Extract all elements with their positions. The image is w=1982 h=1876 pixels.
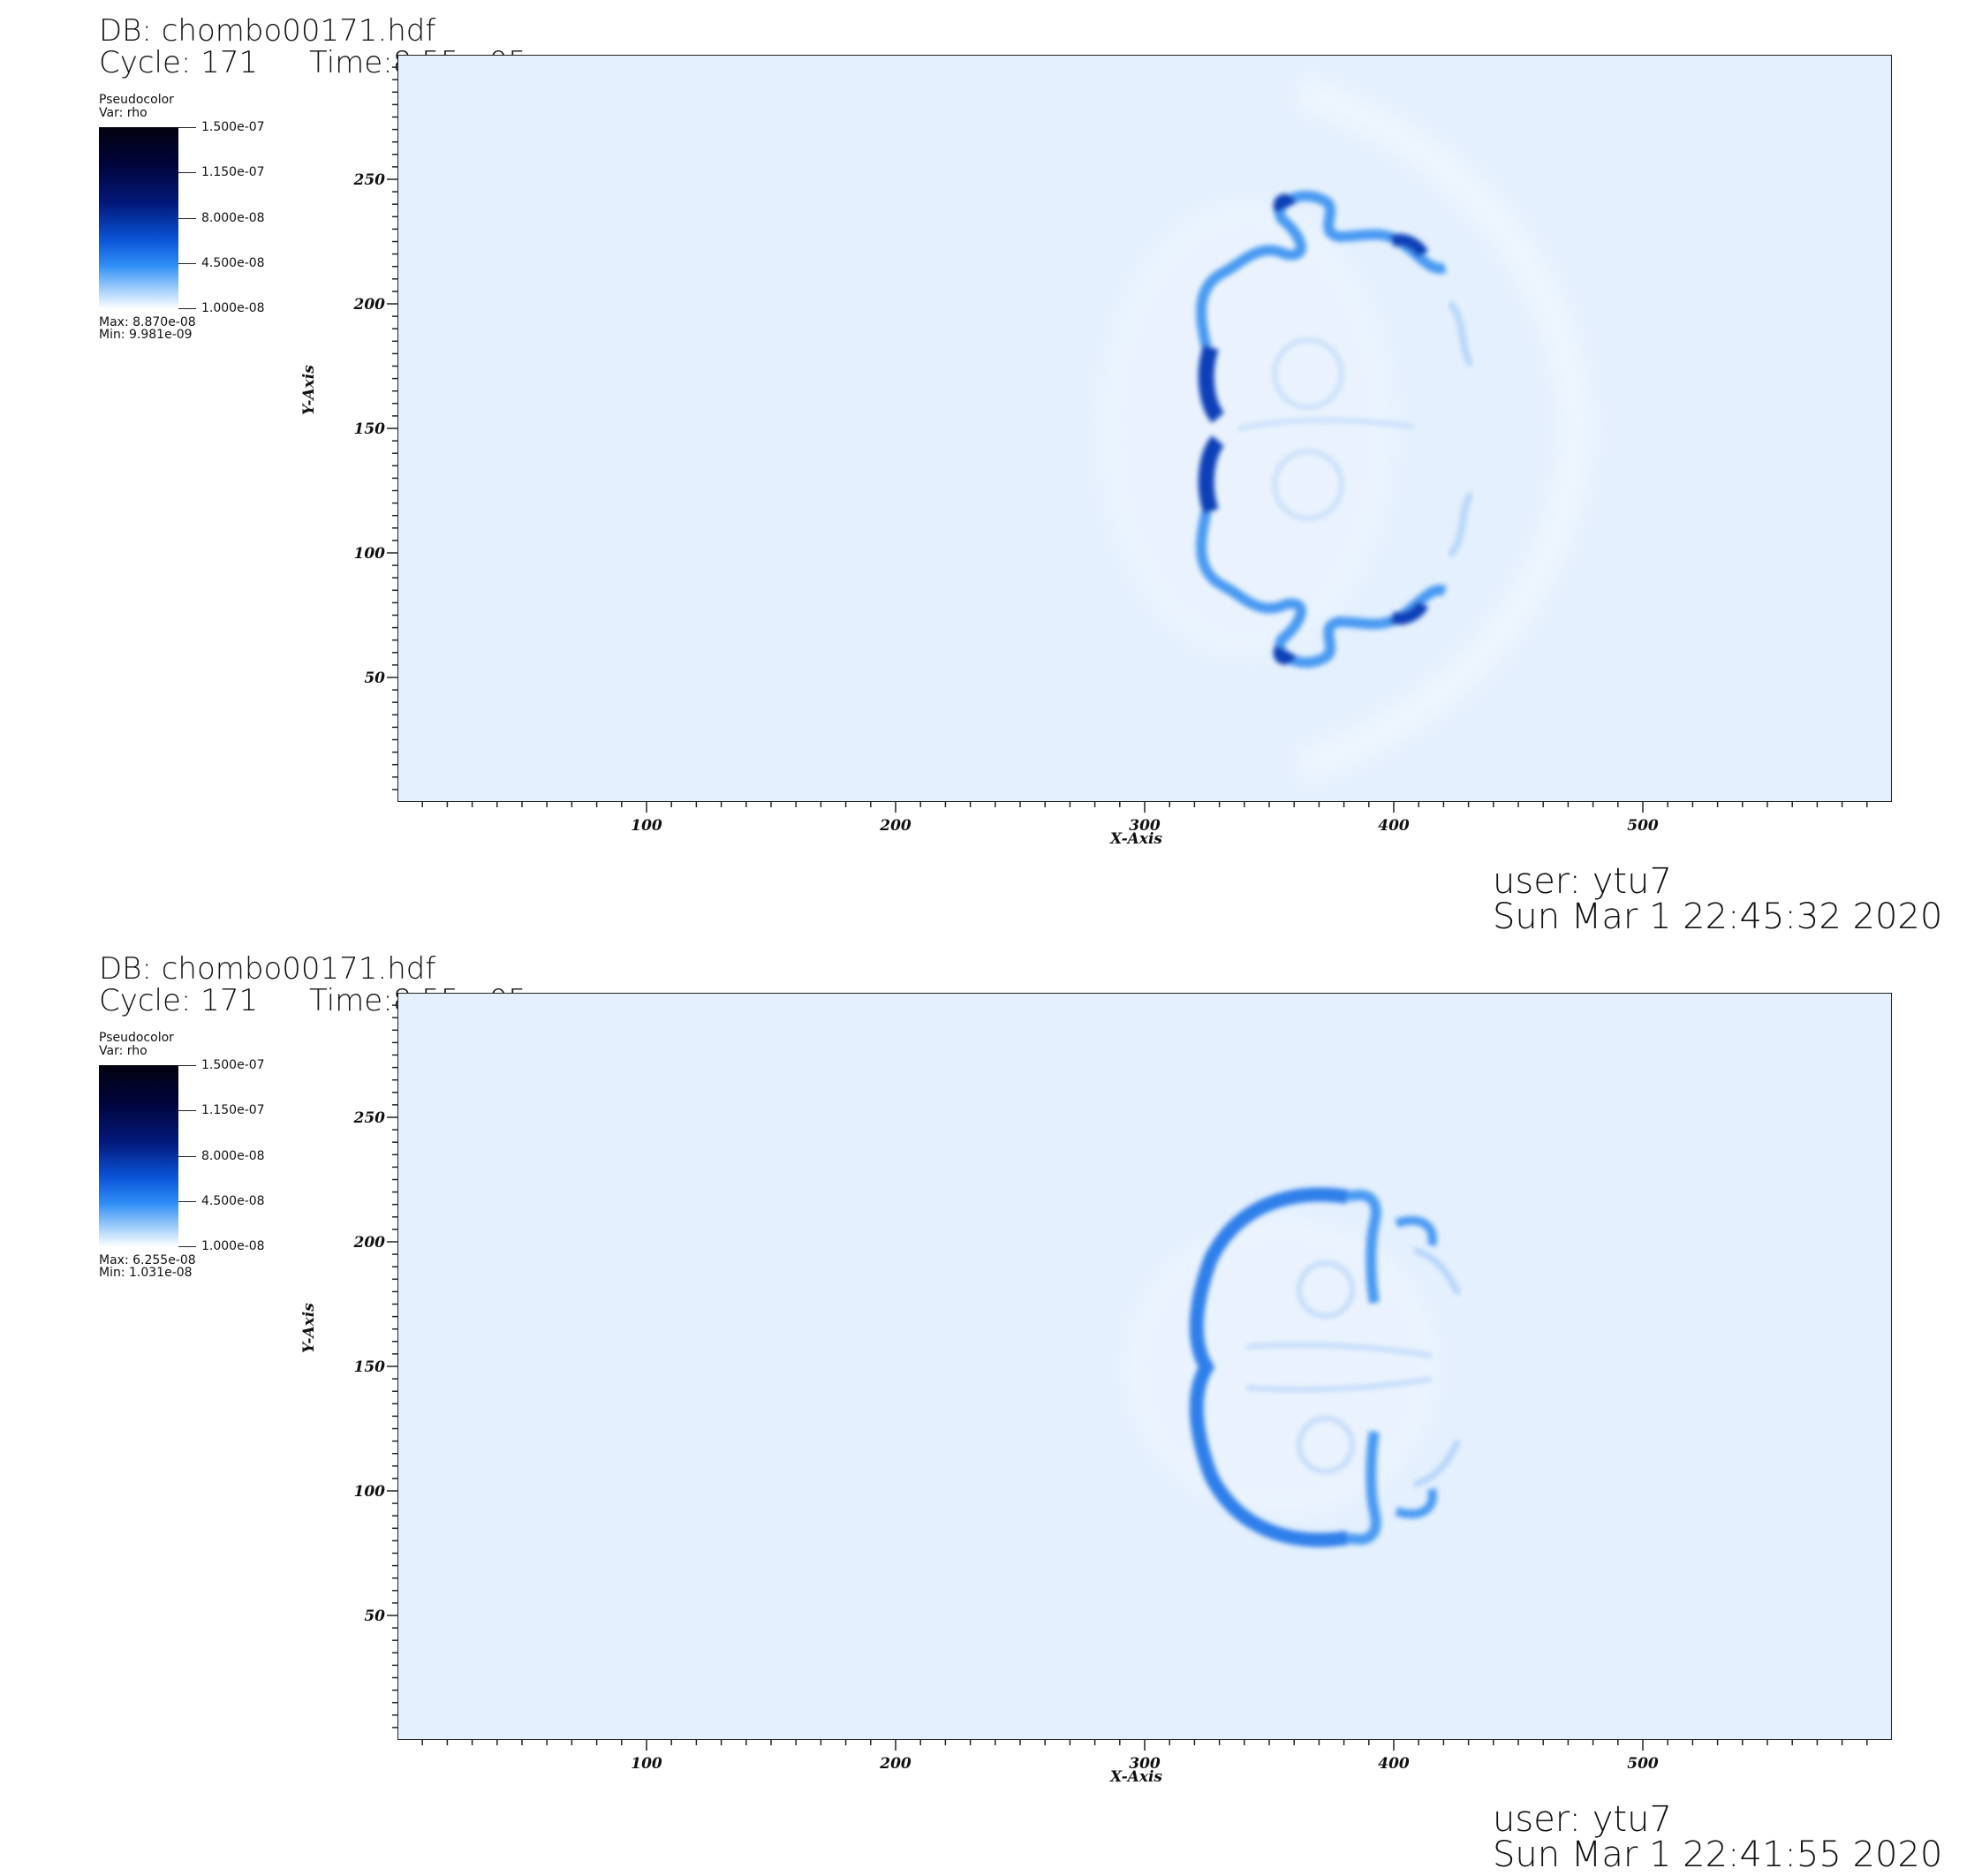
- colorbar-tick-label: 1.500e-07: [201, 1058, 265, 1072]
- legend-variable: Var: rho: [99, 106, 148, 120]
- y-tick-label: 150: [354, 1358, 386, 1376]
- y-tick-label: 100: [354, 545, 386, 563]
- x-tick-label: 400: [1378, 817, 1410, 835]
- upper-front: [1196, 190, 1447, 423]
- y-tick-label: 100: [354, 1483, 386, 1501]
- legend-min: Min: 9.981e-09: [99, 328, 193, 342]
- y-tick-label: 200: [353, 296, 386, 314]
- colorbar-tick: [178, 263, 196, 264]
- x-tick-label: 200: [879, 817, 912, 835]
- colorbar-tick-label: 8.000e-08: [201, 1149, 265, 1163]
- date-label: Sun Mar 1 22:45:32 2020: [1493, 896, 1943, 937]
- colorbar-tick-label: 1.000e-08: [201, 301, 265, 315]
- legend-variable: Var: rho: [99, 1044, 148, 1058]
- colorbar-tick-label: 4.500e-08: [201, 256, 265, 270]
- y-tick-label: 50: [364, 669, 385, 687]
- lower-front: [1196, 435, 1447, 669]
- colorbar-tick: [178, 172, 196, 173]
- y-tick-label: 200: [353, 1234, 386, 1252]
- visit-window-2: DB: chombo00171.hdf Cycle: 171 Time:8.55…: [0, 938, 1982, 1876]
- density-field: [1096, 75, 1594, 783]
- colorbar-tick-label: 1.500e-07: [201, 120, 265, 134]
- x-tick-label: 100: [631, 1755, 662, 1773]
- legend-plot-type: Pseudocolor: [99, 1031, 174, 1045]
- colorbar-tick-label: 4.500e-08: [201, 1194, 265, 1208]
- colorbar-tick: [178, 1246, 196, 1247]
- database-label: DB: chombo00171.hdf: [99, 951, 436, 987]
- colorbar-tick: [178, 127, 196, 128]
- colorbar-tick: [178, 1156, 196, 1157]
- y-tick-label: 250: [353, 1109, 386, 1127]
- colorbar-tick-label: 8.000e-08: [201, 211, 265, 225]
- x-tick-label: 100: [631, 817, 662, 835]
- x-axis-label: X-Axis: [1110, 830, 1162, 848]
- x-tick-label: 500: [1627, 817, 1659, 835]
- y-tick-label: 150: [354, 420, 386, 438]
- visit-window-1: DB: chombo00171.hdf Cycle: 171 Time:8.55…: [99, 13, 1943, 937]
- colorbar-tick-label: 1.000e-08: [201, 1239, 265, 1253]
- legend-plot-type: Pseudocolor: [99, 93, 174, 107]
- colorbar-tick-label: 1.150e-07: [201, 1103, 265, 1117]
- x-tick-label: 200: [879, 1755, 912, 1773]
- density-field: [1123, 1187, 1462, 1547]
- y-tick-label: 250: [353, 171, 386, 189]
- x-tick-label: 400: [1378, 1755, 1410, 1773]
- cycle-label: Cycle: 171: [99, 45, 259, 80]
- legend-max: Max: 8.870e-08: [99, 315, 196, 329]
- y-tick-label: 50: [364, 1607, 385, 1625]
- colorbar-tick: [178, 218, 196, 219]
- x-tick-label: 500: [1627, 1755, 1659, 1773]
- cycle-label: Cycle: 171: [99, 983, 259, 1018]
- user-label: user: ytu7: [1493, 1799, 1672, 1840]
- colorbar: [99, 127, 178, 309]
- database-label: DB: chombo00171.hdf: [99, 13, 436, 49]
- x-axis-label: X-Axis: [1110, 1768, 1162, 1786]
- vortex-rings: [1237, 337, 1415, 521]
- pseudocolor-legend: Pseudocolor Var: rho 1.500e-07 1.150e-07…: [99, 94, 293, 350]
- legend-min: Min: 1.031e-08: [99, 1266, 193, 1280]
- bow-front: [1189, 1187, 1437, 1547]
- trailing-fingers: [1412, 1246, 1462, 1488]
- trailing-fingers: [1446, 300, 1475, 558]
- colorbar-tick: [178, 1065, 196, 1066]
- colorbar-tick: [178, 1201, 196, 1202]
- user-label: user: ytu7: [1493, 861, 1672, 902]
- y-axis-label: Y-Axis: [300, 365, 318, 415]
- bow-shock: [1294, 75, 1594, 783]
- shocked-region: [1123, 1217, 1441, 1517]
- internal-filaments: [1245, 1260, 1433, 1474]
- pseudocolor-legend: Pseudocolor Var: rho 1.500e-07 1.150e-07…: [99, 1032, 293, 1288]
- y-axis-label: Y-Axis: [300, 1303, 318, 1353]
- date-label: Sun Mar 1 22:41:55 2020: [1493, 1834, 1943, 1875]
- colorbar: [99, 1065, 178, 1247]
- colorbar-tick-label: 1.150e-07: [201, 165, 265, 179]
- plot-area[interactable]: [397, 993, 1892, 1740]
- legend-max: Max: 6.255e-08: [99, 1253, 196, 1267]
- plot-area[interactable]: [397, 55, 1892, 802]
- colorbar-tick: [178, 1110, 196, 1111]
- colorbar-tick: [178, 308, 196, 309]
